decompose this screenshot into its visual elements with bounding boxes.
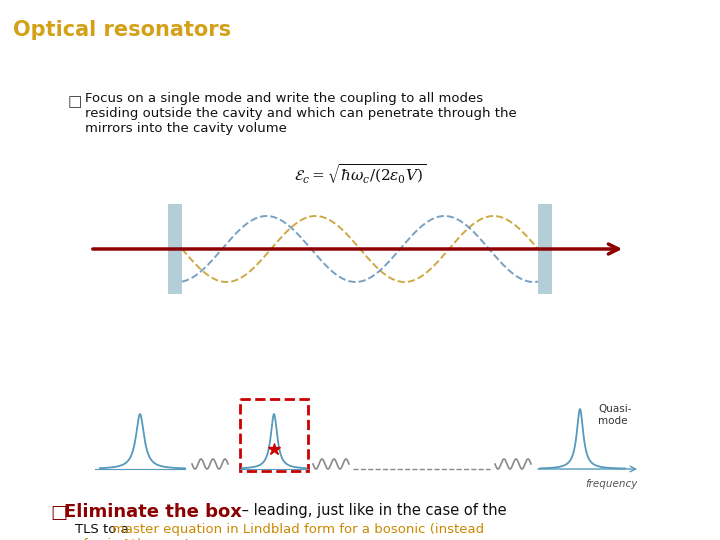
Text: Quasi-
mode: Quasi- mode <box>598 404 631 426</box>
Text: □: □ <box>68 94 82 109</box>
Text: Optical resonators: Optical resonators <box>13 19 231 40</box>
Bar <box>168 204 182 294</box>
Bar <box>240 399 308 471</box>
Text: Focus on a single mode and write the coupling to all modes: Focus on a single mode and write the cou… <box>85 92 483 105</box>
Text: $\mathcal{E}_c = \sqrt{\hbar\omega_c/(2\varepsilon_0 V)}$: $\mathcal{E}_c = \sqrt{\hbar\omega_c/(2\… <box>294 162 426 186</box>
Bar <box>538 204 552 294</box>
Text: □: □ <box>50 504 67 522</box>
Text: mirrors into the cavity volume: mirrors into the cavity volume <box>85 122 287 135</box>
Text: of spin ½) operator: of spin ½) operator <box>75 538 204 540</box>
Text: master equation in Lindblad form for a bosonic (instead: master equation in Lindblad form for a b… <box>112 523 484 536</box>
Text: – leading, just like in the case of the: – leading, just like in the case of the <box>237 503 507 518</box>
Text: frequency: frequency <box>585 479 638 489</box>
Text: residing outside the cavity and which can penetrate through the: residing outside the cavity and which ca… <box>85 107 517 120</box>
Text: Eliminate the box: Eliminate the box <box>64 503 242 521</box>
Text: TLS to a: TLS to a <box>75 523 133 536</box>
